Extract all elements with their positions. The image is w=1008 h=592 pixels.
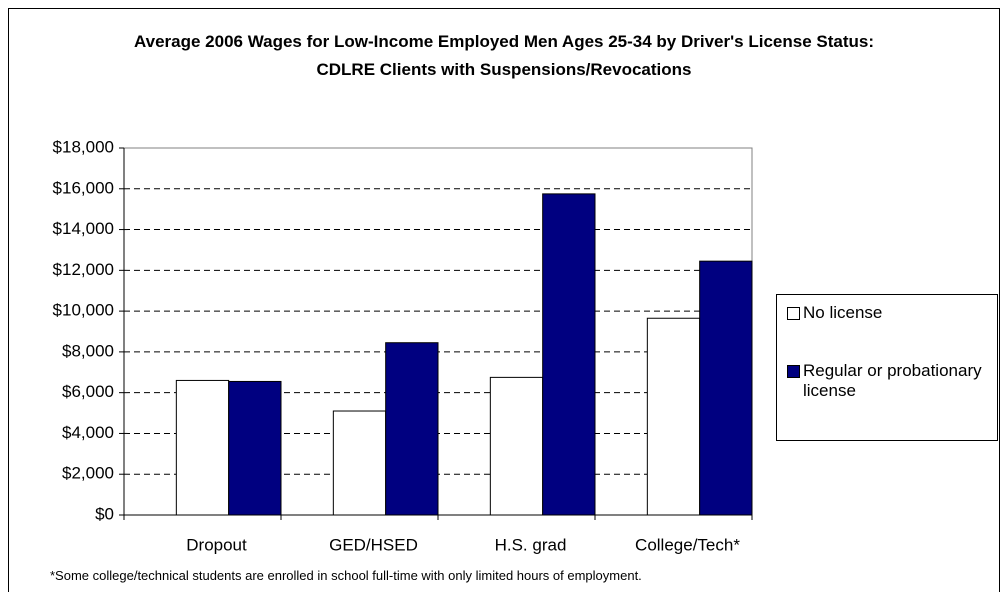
x-tick-label: Dropout: [186, 535, 247, 554]
bar: [175, 379, 230, 516]
legend-swatch: [787, 365, 800, 378]
x-tick-label: H.S. grad: [495, 535, 567, 554]
x-tick-label: GED/HSED: [329, 535, 418, 554]
y-tick-label: $4,000: [62, 423, 114, 442]
legend-swatch: [787, 307, 800, 320]
legend-label: Regular or probationary license: [803, 361, 982, 400]
chart-border: [8, 8, 1000, 592]
y-tick-label: $2,000: [62, 464, 114, 483]
legend: No license Regular or probationary licens…: [776, 294, 998, 441]
bar: [489, 376, 544, 516]
bar: [228, 380, 282, 516]
y-tick-label: $12,000: [53, 260, 114, 279]
legend-item: No license: [787, 303, 995, 323]
bar: [542, 193, 596, 516]
legend-item: Regular or probationary license: [787, 361, 995, 401]
x-tick-label: College/Tech*: [635, 535, 740, 554]
bar: [385, 342, 439, 516]
chart-title: Average 2006 Wages for Low-Income Employ…: [133, 32, 874, 79]
y-tick-label: $14,000: [53, 219, 114, 238]
bar: [699, 260, 753, 516]
y-tick-label: $16,000: [53, 178, 114, 197]
y-tick-label: $18,000: [53, 137, 114, 156]
bar: [332, 410, 387, 516]
legend-label: No license: [803, 303, 883, 322]
y-tick-label: $8,000: [62, 341, 114, 360]
y-tick-label: $0: [95, 504, 114, 523]
y-tick-label: $6,000: [62, 382, 114, 401]
footnote: *Some college/technical students are enr…: [50, 568, 642, 583]
y-tick-label: $10,000: [53, 301, 114, 320]
bar: [646, 317, 701, 516]
